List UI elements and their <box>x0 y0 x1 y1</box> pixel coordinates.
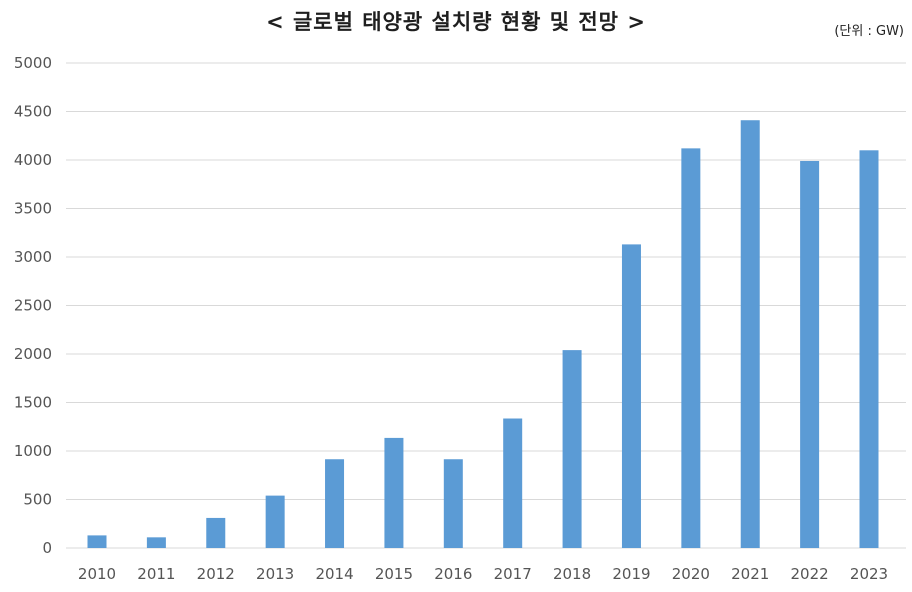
x-tick-label: 2015 <box>375 565 413 583</box>
x-tick-label: 2012 <box>197 565 235 583</box>
y-tick-label: 1500 <box>14 394 52 412</box>
x-tick-label: 2023 <box>850 565 888 583</box>
x-tick-label: 2010 <box>78 565 116 583</box>
unit-label: (단위 : GW) <box>834 24 904 39</box>
bar-2010 <box>87 535 107 548</box>
x-tick-label: 2018 <box>553 565 591 583</box>
grid-lines <box>66 62 906 549</box>
x-tick-label: 2017 <box>494 565 532 583</box>
bar-2020 <box>681 148 701 549</box>
bars <box>87 120 879 549</box>
x-tick-label: 2019 <box>612 565 650 583</box>
x-tick-label: 2011 <box>137 565 175 583</box>
x-tick-label: 2020 <box>672 565 710 583</box>
x-tick-label: 2022 <box>791 565 829 583</box>
bar-2017 <box>503 418 523 548</box>
y-tick-label: 2000 <box>14 345 52 363</box>
x-tick-label: 2021 <box>731 565 769 583</box>
y-tick-label: 3000 <box>14 248 52 266</box>
y-tick-label: 4500 <box>14 103 52 121</box>
chart-title: < 글로벌 태양광 설치량 현황 및 전망 > <box>266 10 646 34</box>
bar-2013 <box>265 495 285 548</box>
bar-2019 <box>621 244 641 548</box>
bar-2021 <box>740 120 760 548</box>
x-tick-label: 2014 <box>315 565 353 583</box>
y-tick-label: 5000 <box>14 54 52 72</box>
bar-2018 <box>562 350 582 548</box>
bar-2011 <box>146 537 166 548</box>
y-tick-label: 500 <box>23 491 52 509</box>
x-tick-label: 2016 <box>434 565 472 583</box>
y-tick-label: 4000 <box>14 151 52 169</box>
y-tick-labels: 0 500 1000 1500 2000 2500 3000 3500 4000 4500 5000 <box>14 54 52 557</box>
x-tick-labels: 2010 2011 2012 2013 2014 2015 2016 2017 2018 2019… <box>78 565 888 583</box>
bar-2022 <box>800 160 820 548</box>
bar-2014 <box>325 459 345 548</box>
y-tick-label: 3500 <box>14 200 52 218</box>
y-tick-label: 2500 <box>14 297 52 315</box>
x-tick-label: 2013 <box>256 565 294 583</box>
bar-2012 <box>206 517 226 548</box>
bar-2015 <box>384 437 404 548</box>
bar-2016 <box>443 459 463 548</box>
bar-2023 <box>859 150 879 549</box>
y-tick-label: 0 <box>42 539 52 557</box>
y-tick-label: 1000 <box>14 442 52 460</box>
